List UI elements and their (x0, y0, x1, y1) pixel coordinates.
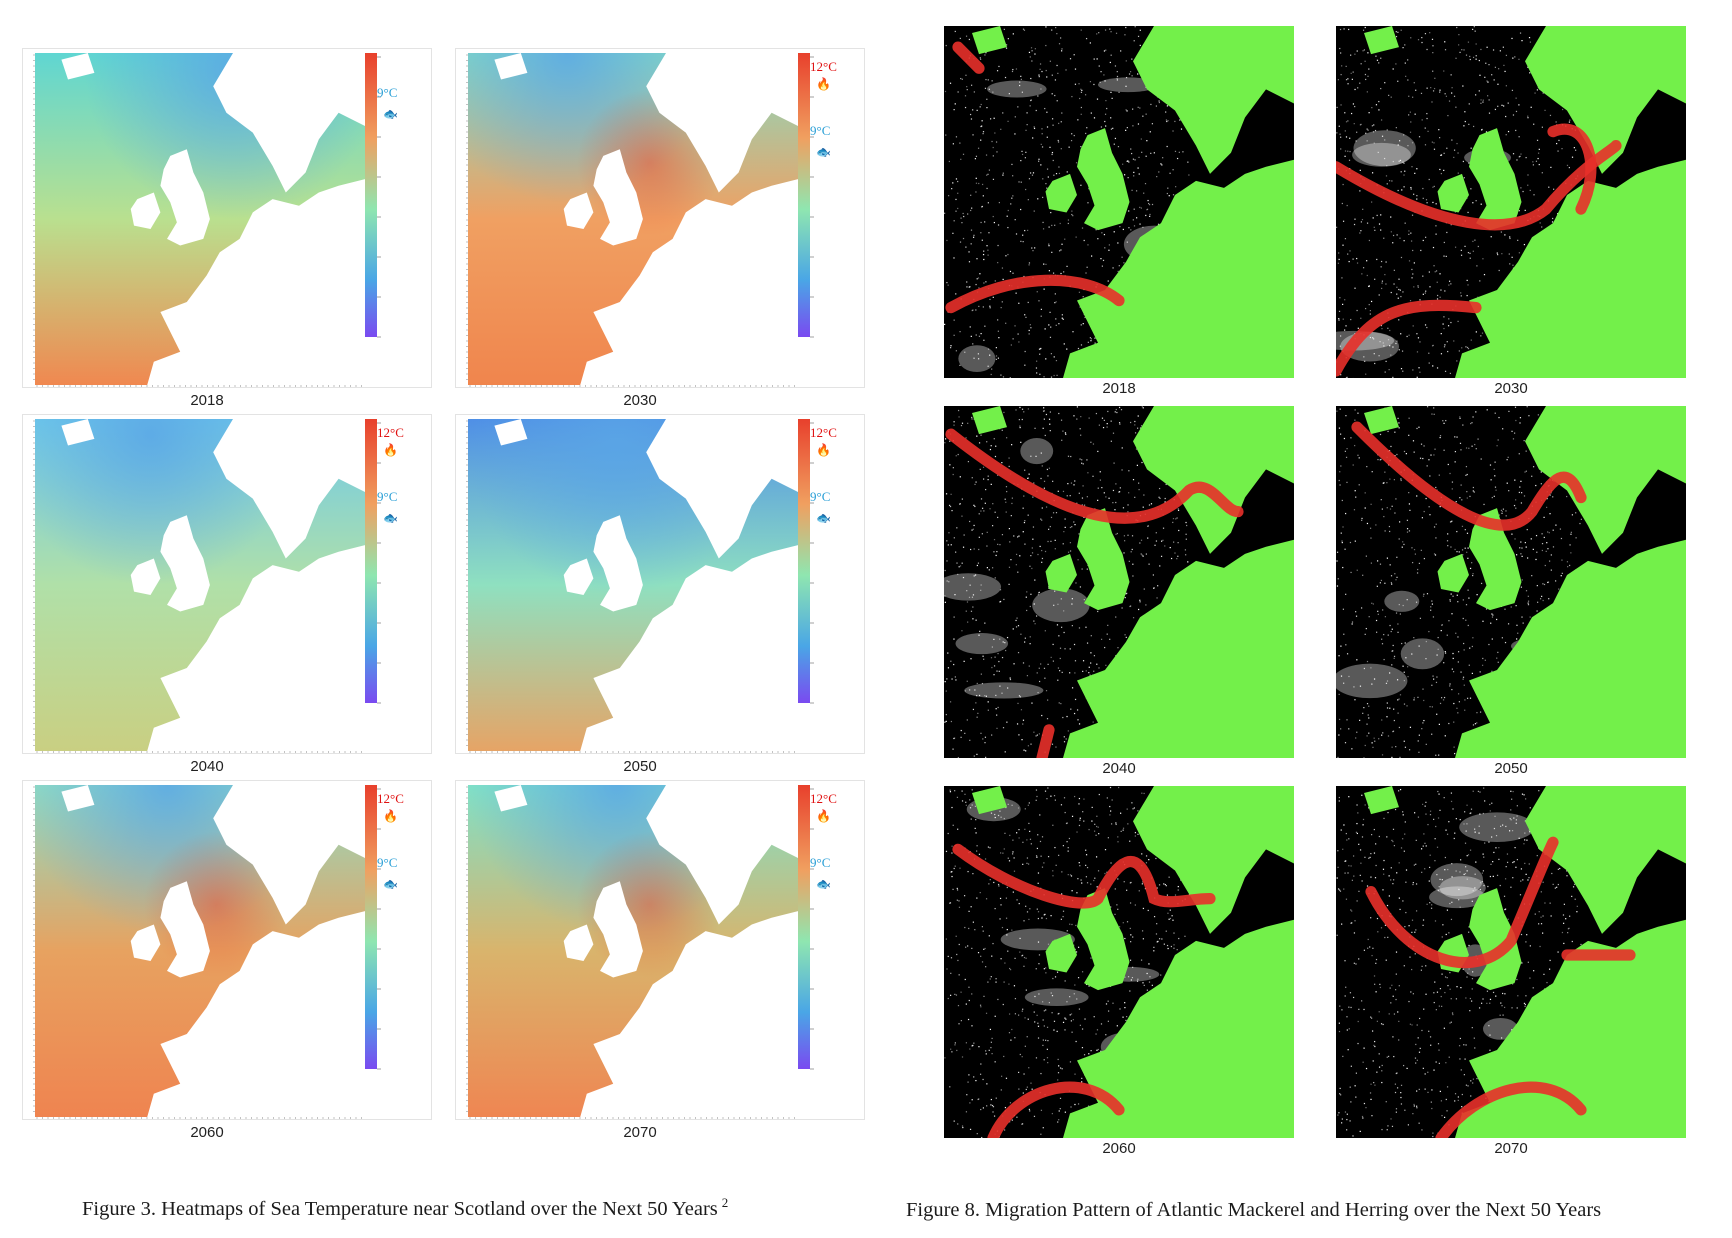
fire-icon: 🔥 (383, 809, 398, 823)
migration-route (945, 428, 1244, 524)
heatmap-panel-2050: 12°C 🔥 9°C 🐟 (455, 414, 865, 754)
migration-map (944, 26, 1294, 378)
colorbar (798, 419, 810, 703)
heatmap-year-label: 2070 (623, 1124, 657, 1141)
fire-icon: 🔥 (816, 809, 831, 823)
cold-temp-label: 9°C (810, 489, 831, 504)
migration-route (1336, 299, 1482, 377)
heatmap-map (466, 53, 814, 387)
heatmap-panel-2018: 9°C 🐟 (22, 48, 432, 388)
migration-panel-2050 (1336, 406, 1686, 758)
heatmap-year-label: 2030 (623, 392, 657, 409)
migration-route (1336, 140, 1622, 231)
migration-route (952, 843, 1216, 909)
migration-route (1036, 724, 1055, 758)
migration-map (1336, 786, 1686, 1138)
hot-temp-label: 12°C (810, 791, 837, 806)
migration-year-label: 2030 (1494, 380, 1528, 397)
cold-temp-label: 9°C (810, 855, 831, 870)
heatmap-panel-2040: 12°C 🔥 9°C 🐟 (22, 414, 432, 754)
fish-icon: 🐟 (816, 877, 831, 891)
migration-map (944, 786, 1294, 1138)
heatmap-year-label: 2060 (190, 1124, 224, 1141)
fire-icon: 🔥 (816, 77, 831, 91)
migration-panel-2070 (1336, 786, 1686, 1138)
heatmap-panel-2030: 12°C 🔥 9°C 🐟 (455, 48, 865, 388)
fire-icon: 🔥 (816, 443, 831, 457)
migration-year-label: 2040 (1102, 760, 1136, 777)
migration-year-label: 2018 (1102, 380, 1136, 397)
migration-map (1336, 26, 1686, 378)
fish-icon: 🐟 (816, 511, 831, 525)
fish-icon: 🐟 (383, 511, 398, 525)
colorbar (798, 53, 810, 337)
cold-temp-label: 9°C (810, 123, 831, 138)
migration-route (987, 1081, 1125, 1138)
hot-temp-label: 12°C (810, 59, 837, 74)
migration-year-label: 2060 (1102, 1140, 1136, 1157)
heatmap-map (466, 785, 814, 1119)
heatmap-map (33, 419, 381, 753)
migration-route (1351, 421, 1587, 531)
heatmap-year-label: 2050 (623, 758, 657, 775)
migration-year-label: 2050 (1494, 760, 1528, 777)
fire-icon: 🔥 (383, 443, 398, 457)
fish-icon: 🐟 (383, 877, 398, 891)
figure-3-caption: Figure 3. Heatmaps of Sea Temperature ne… (82, 1195, 728, 1221)
heatmap-panel-2060: 12°C 🔥 9°C 🐟 (22, 780, 432, 1120)
fish-icon: 🐟 (383, 107, 398, 121)
migration-year-label: 2070 (1494, 1140, 1528, 1157)
heatmap-map (33, 53, 381, 387)
cold-temp-label: 9°C (377, 85, 398, 100)
heatmap-map (466, 419, 814, 753)
footnote-marker: 2 (721, 1195, 729, 1210)
hot-temp-label: 12°C (810, 425, 837, 440)
hot-temp-label: 12°C (377, 425, 404, 440)
fish-icon: 🐟 (816, 145, 831, 159)
cold-temp-label: 9°C (377, 855, 398, 870)
heatmap-panel-2070: 12°C 🔥 9°C 🐟 (455, 780, 865, 1120)
heatmap-map (33, 785, 381, 1119)
migration-route (1365, 836, 1559, 969)
migration-route (1547, 123, 1597, 215)
colorbar (365, 53, 377, 337)
migration-map (944, 406, 1294, 758)
migration-route (945, 274, 1125, 314)
migration-panel-2018 (944, 26, 1294, 378)
migration-panel-2040 (944, 406, 1294, 758)
heatmap-year-label: 2040 (190, 758, 224, 775)
migration-panel-2030 (1336, 26, 1686, 378)
figure-3-caption-text: Figure 3. Heatmaps of Sea Temperature ne… (82, 1197, 718, 1220)
cold-temp-label: 9°C (377, 489, 398, 504)
colorbar (365, 785, 377, 1069)
colorbar (365, 419, 377, 703)
migration-route (1435, 1081, 1587, 1138)
migration-panel-2060 (944, 786, 1294, 1138)
colorbar (798, 785, 810, 1069)
hot-temp-label: 12°C (377, 791, 404, 806)
migration-route (952, 41, 985, 74)
figure-8-caption: Figure 8. Migration Pattern of Atlantic … (906, 1199, 1602, 1221)
heatmap-year-label: 2018 (190, 392, 224, 409)
migration-map (1336, 406, 1686, 758)
